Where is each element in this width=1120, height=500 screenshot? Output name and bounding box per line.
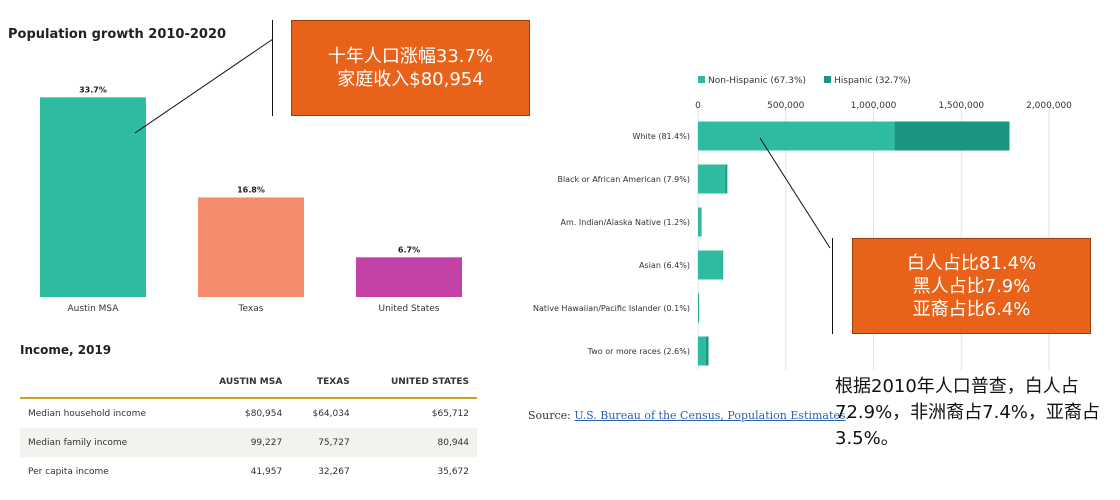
source-line: Source: U.S. Bureau of the Census, Popul… bbox=[528, 409, 849, 422]
category-label: White (81.4%) bbox=[633, 132, 690, 141]
income-header-row: AUSTIN MSA TEXAS UNITED STATES bbox=[20, 366, 477, 399]
bar-segment bbox=[698, 293, 699, 323]
income-cell: $65,712 bbox=[431, 408, 469, 419]
source-link[interactable]: U.S. Bureau of the Census, Population Es… bbox=[574, 409, 846, 422]
tick-label: 0 bbox=[695, 101, 701, 111]
table-row: Median family income 99,227 75,727 80,94… bbox=[20, 428, 477, 457]
bar-segment bbox=[722, 250, 724, 280]
bar-value-label: 16.8% bbox=[237, 185, 265, 194]
bar-segment bbox=[698, 121, 895, 151]
category-label: Austin MSA bbox=[68, 304, 120, 314]
population-growth-bar-chart: 33.7% Austin MSA 16.8% Texas 6.7% United Stat… bbox=[40, 85, 462, 314]
callout2-line2: 黑人占比7.9% bbox=[912, 275, 1031, 297]
legend-label: Non-Hispanic (67.3%) bbox=[708, 76, 806, 86]
income-cell: 41,957 bbox=[250, 466, 283, 477]
category-label: Asian (6.4%) bbox=[639, 261, 690, 270]
bar-segment bbox=[705, 336, 709, 366]
bar bbox=[40, 97, 146, 297]
income-col-header bbox=[20, 366, 190, 399]
income-col-header: UNITED STATES bbox=[357, 366, 477, 399]
table-row: Per capita income 41,957 32,267 35,672 bbox=[20, 457, 477, 486]
growth-income-callout: 十年人口涨幅33.7% 家庭收入$80,954 bbox=[291, 20, 530, 116]
bar-segment bbox=[698, 250, 723, 280]
bar bbox=[356, 257, 462, 297]
callout1-line2: 家庭收入$80,954 bbox=[337, 69, 484, 90]
income-col-header: TEXAS bbox=[290, 366, 358, 399]
bar-segment bbox=[894, 121, 1010, 151]
income-cell: $64,034 bbox=[312, 408, 350, 419]
source-suffix: . bbox=[845, 409, 850, 422]
bar-value-label: 33.7% bbox=[79, 85, 107, 94]
bar-value-label: 6.7% bbox=[398, 245, 420, 254]
income-cell: 32,267 bbox=[318, 466, 350, 477]
source-prefix: Source: bbox=[528, 409, 575, 422]
category-label: Texas bbox=[238, 304, 264, 314]
legend-swatch bbox=[698, 76, 705, 83]
category-label: Black or African American (7.9%) bbox=[557, 175, 690, 184]
callout2-connector bbox=[759, 137, 831, 249]
callout1-connector bbox=[134, 38, 274, 134]
income-row-label: Median family income bbox=[20, 428, 190, 457]
callout1-line1: 十年人口涨幅33.7% bbox=[327, 46, 494, 67]
income-cell: 99,227 bbox=[189, 428, 291, 457]
tick-label: 2,000,000 bbox=[1026, 101, 1072, 111]
bar-segment bbox=[725, 164, 728, 194]
race-ethnicity-bar-chart: Non-Hispanic (67.3%) Hispanic (32.7%) 0 500… bbox=[533, 76, 1072, 370]
callout2-divider bbox=[832, 238, 833, 334]
category-label: United States bbox=[379, 304, 440, 314]
income-cell: $80,954 bbox=[244, 408, 283, 419]
bar-segment bbox=[698, 293, 700, 323]
bar-segment bbox=[700, 207, 702, 237]
table-row: Median household income $80,954 $64,034 … bbox=[20, 398, 477, 428]
tick-label: 1,500,000 bbox=[938, 101, 984, 111]
population-growth-title: Population growth 2010-2020 bbox=[8, 27, 227, 42]
category-label: Two or more races (2.6%) bbox=[587, 347, 690, 356]
race-share-callout: 白人占比81.4% 黑人占比7.9% 亚裔占比6.4% bbox=[852, 238, 1091, 334]
income-table: AUSTIN MSA TEXAS UNITED STATES Median ho… bbox=[20, 366, 477, 486]
category-label: Native Hawaiian/Pacific Islander (0.1%) bbox=[533, 304, 690, 313]
census-note: 根据2010年人口普查，白人占72.9%，非洲裔占7.4%，亚裔占3.5%。 bbox=[835, 376, 1100, 449]
income-row-label: Median household income bbox=[28, 408, 146, 419]
category-label: Am. Indian/Alaska Native (1.2%) bbox=[561, 218, 690, 227]
income-cell: 75,727 bbox=[290, 428, 358, 457]
callout2-line1: 白人占比81.4% bbox=[906, 252, 1037, 274]
income-cell: 35,672 bbox=[437, 466, 470, 477]
tick-label: 500,000 bbox=[767, 101, 804, 111]
callout1-divider bbox=[272, 20, 273, 116]
bar-segment bbox=[698, 207, 701, 237]
legend-label: Hispanic (32.7%) bbox=[834, 76, 911, 86]
callout2-line3: 亚裔占比6.4% bbox=[912, 298, 1031, 320]
income-cell: 80,944 bbox=[357, 428, 477, 457]
bar-segment bbox=[698, 336, 706, 366]
income-col-header: AUSTIN MSA bbox=[189, 366, 291, 399]
income-title: Income, 2019 bbox=[20, 343, 112, 357]
tick-label: 1,000,000 bbox=[851, 101, 897, 111]
bar-segment bbox=[698, 164, 726, 194]
income-row-label: Per capita income bbox=[28, 466, 109, 477]
bar bbox=[198, 197, 304, 297]
legend-swatch bbox=[824, 76, 831, 83]
